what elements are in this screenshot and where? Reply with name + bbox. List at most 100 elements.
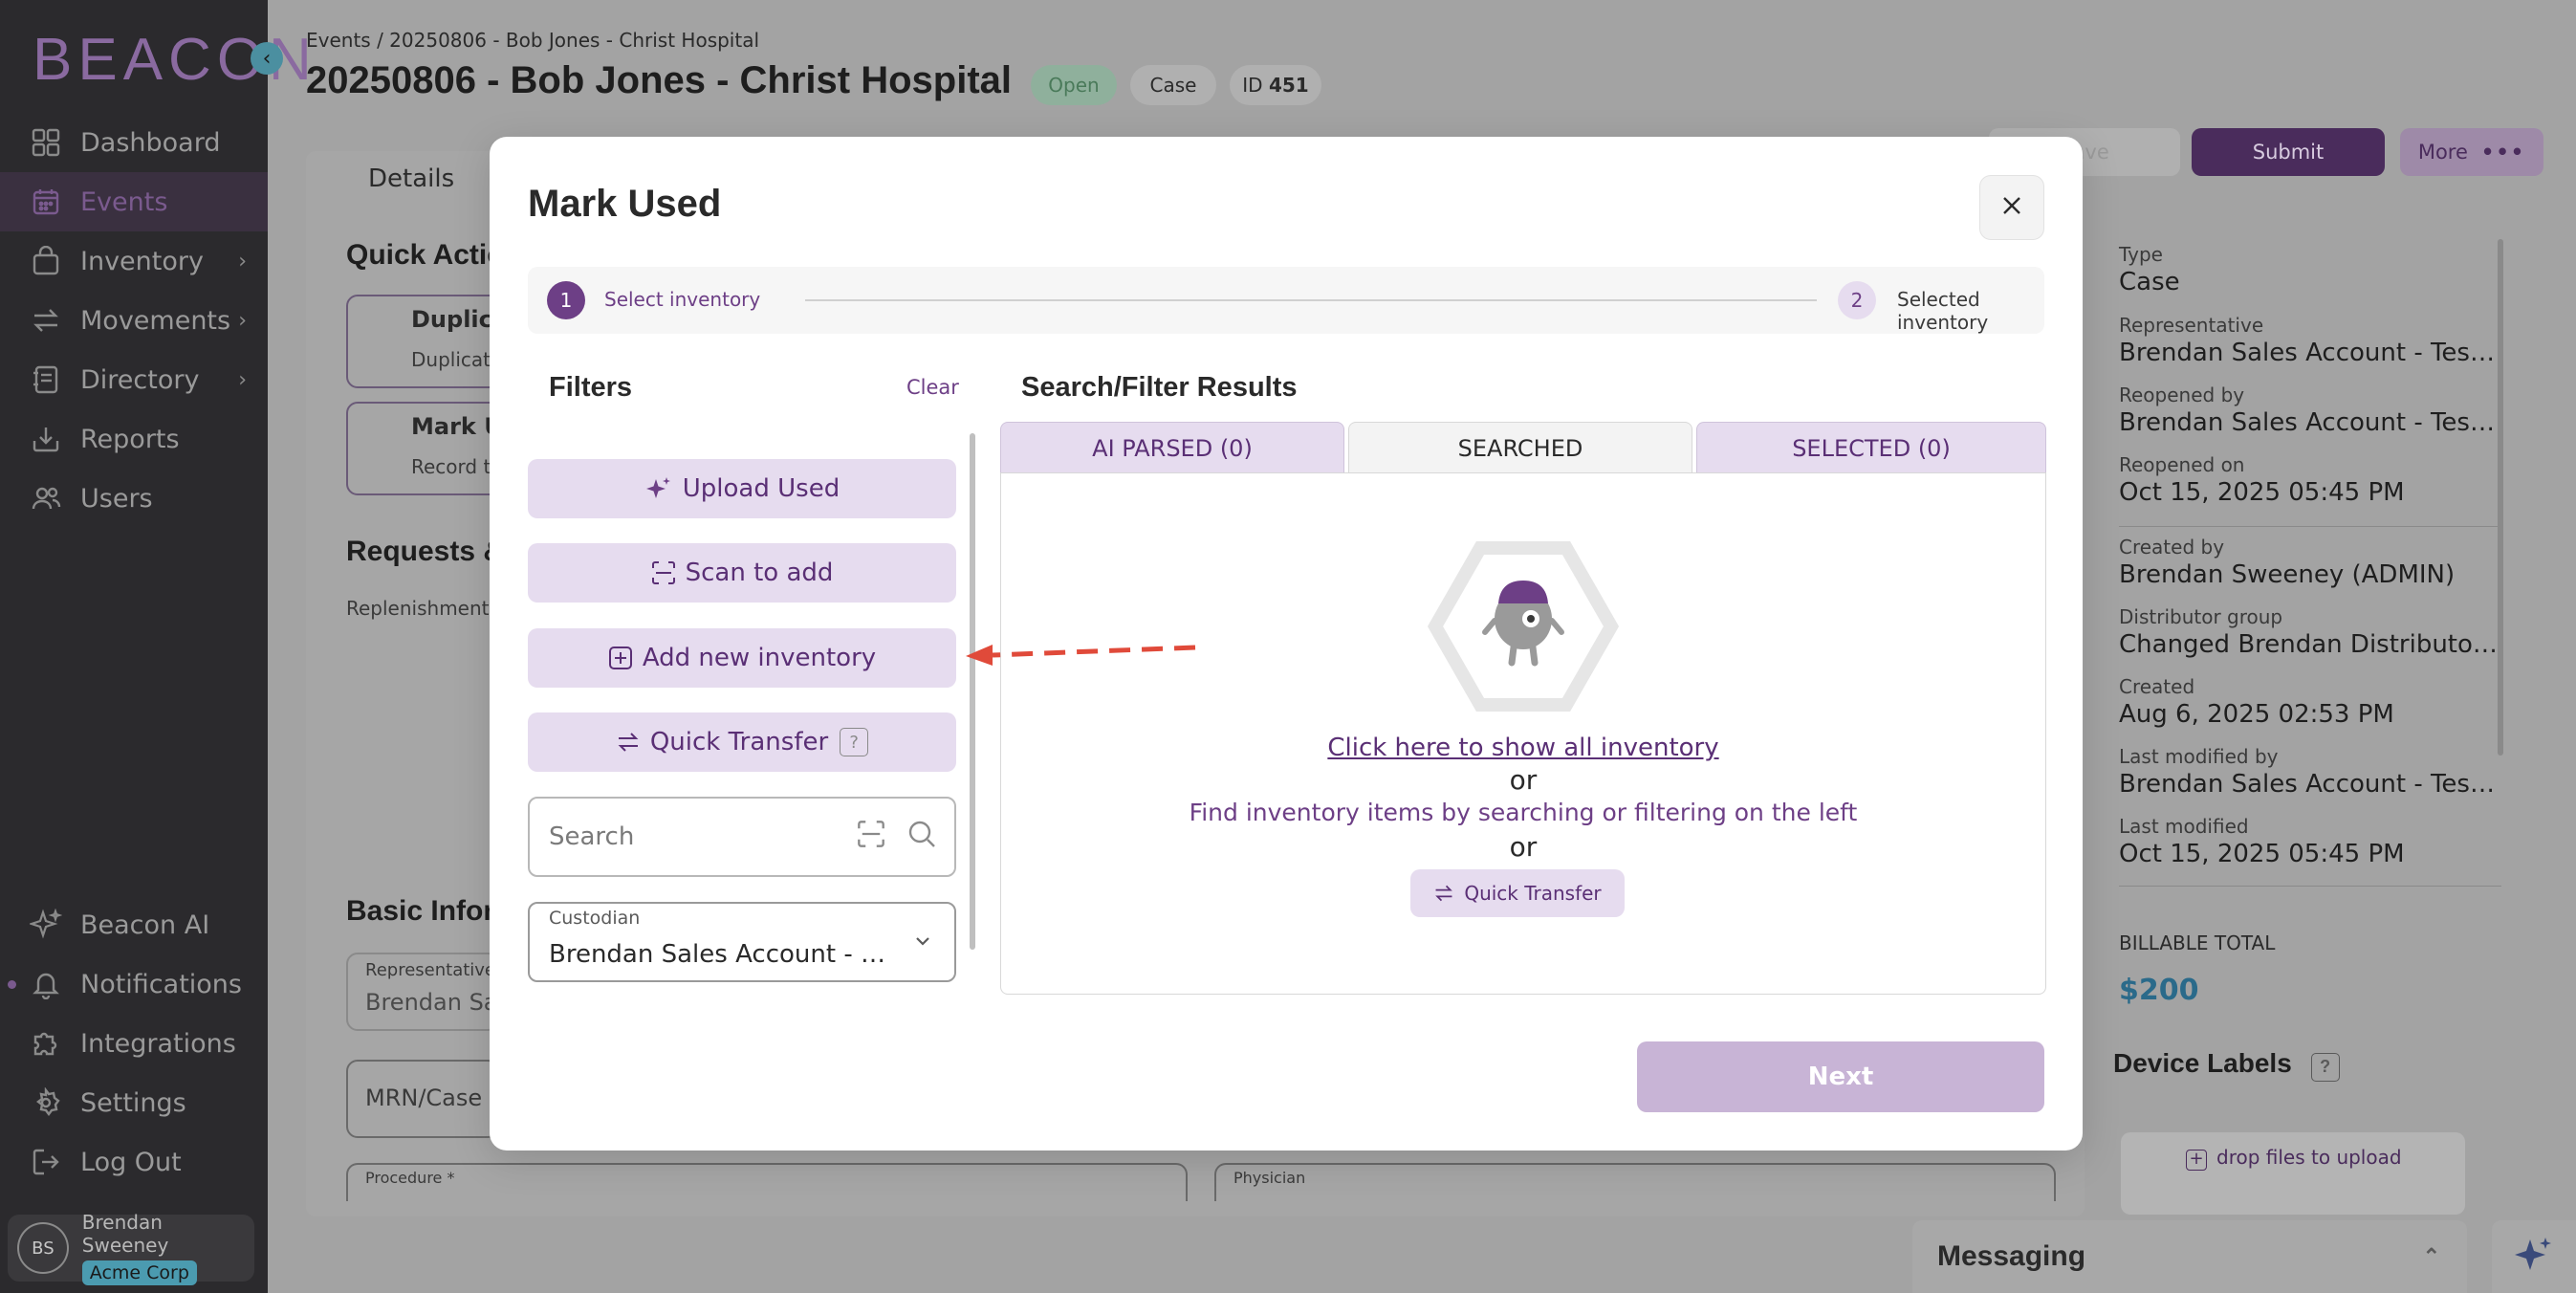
or-text: or [1509,764,1538,796]
tab-selected[interactable]: SELECTED (0) [1696,422,2046,473]
tab-ai-parsed[interactable]: AI PARSED (0) [1000,422,1344,473]
more-button[interactable]: More ••• [2400,128,2543,176]
sidebar-item-notifications[interactable]: Notifications [0,954,268,1014]
org-badge: Acme Corp [81,1260,197,1285]
page-title: 20250806 - Bob Jones - Christ Hospital [306,59,1013,101]
search-placeholder: Search [549,822,635,851]
messaging-panel[interactable]: Messaging ⌃ [1912,1220,2467,1293]
sidebar-item-inventory[interactable]: Inventory › [0,231,268,291]
device-labels-title: Device Labels [2113,1048,2292,1078]
sidebar-item-dashboard[interactable]: Dashboard [0,113,268,172]
tab-details[interactable]: Details [368,164,455,193]
ai-assistant-button[interactable] [2492,1220,2576,1293]
sidebar-item-settings[interactable]: Settings [0,1073,268,1132]
sidebar-item-directory[interactable]: Directory › [0,350,268,409]
sidebar: BEACON Dashboard Events Inventory › Move… [0,0,312,1293]
gear-icon [29,1085,63,1120]
field-label: Created [2119,675,2195,698]
type-badge: Case [1130,65,1216,105]
sidebar-item-movements[interactable]: Movements › [0,291,268,350]
quick-transfer-secondary-button[interactable]: Quick Transfer [1410,869,1625,917]
add-new-inventory-label: Add new inventory [642,644,877,672]
add-new-inventory-button[interactable]: Add new inventory [528,628,956,688]
field-label: Last modified by [2119,745,2279,768]
upload-dropzone[interactable] [2121,1132,2465,1215]
sidebar-item-label: Reports [80,424,180,454]
filters-scrollbar[interactable] [970,433,975,950]
annotation-arrow [966,645,1196,666]
sidebar-item-label: Dashboard [80,127,221,158]
field-label: Distributor group [2119,605,2283,628]
mark-used-title: Mark U [411,413,503,440]
directory-icon [29,362,63,397]
scan-to-add-button[interactable]: Scan to add [528,543,956,603]
search-input[interactable]: Search [528,797,956,877]
reports-icon [29,422,63,456]
sidebar-item-events[interactable]: Events [0,172,268,231]
submit-button[interactable]: Submit [2192,128,2385,176]
sidebar-item-label: Movements [80,305,231,336]
field-value: Changed Brendan Distributor S... [2119,630,2501,659]
stepper: 1 Select inventory 2 Selected inventory [528,267,2044,334]
puzzle-icon [29,1026,63,1061]
next-button[interactable]: Next [1637,1041,2044,1112]
results-heading: Search/Filter Results [1021,372,1298,403]
sidebar-item-users[interactable]: Users [0,469,268,528]
step-2-label: Selected inventory [1897,288,1989,334]
representative-label: Representative [365,960,496,980]
sidebar-item-integrations[interactable]: Integrations [0,1014,268,1073]
breadcrumb[interactable]: Events / 20250806 - Bob Jones - Christ H… [306,29,760,52]
chevron-right-icon: › [238,367,247,392]
user-card[interactable]: BS Brendan Sweeney Acme Corp [8,1211,254,1285]
sidebar-item-label: Users [80,483,153,514]
field-label: Reopened on [2119,453,2245,476]
field-value: Brendan Sales Account - Testin... [2119,408,2501,437]
divider [2119,886,2501,887]
scan-icon[interactable] [857,820,885,855]
field-value: Brendan Sales Account - Testin... [2119,770,2501,799]
scan-to-add-label: Scan to add [685,559,834,587]
scan-icon [651,560,676,585]
replenishment-label: Replenishment R [346,597,509,620]
sidebar-item-label: Events [80,186,168,217]
chevron-right-icon: › [238,308,247,333]
collapse-sidebar-button[interactable]: ‹ [251,42,283,75]
user-name: Brendan Sweeney [81,1211,169,1257]
modal-title: Mark Used [528,183,722,225]
sidebar-item-label: Directory [80,364,200,395]
chevron-down-icon [912,931,933,955]
physician-label: Physician [1233,1169,1306,1187]
field-label: Reopened by [2119,384,2245,406]
quick-transfer-button[interactable]: Quick Transfer ? [528,712,956,772]
upload-used-button[interactable]: Upload Used [528,459,956,518]
procedure-field[interactable] [346,1163,1188,1201]
requests-heading: Requests & [346,536,505,567]
field-value: Aug 6, 2025 02:53 PM [2119,700,2394,729]
chevron-up-icon[interactable]: ⌃ [2422,1244,2440,1268]
custodian-label: Custodian [549,908,641,929]
help-icon[interactable]: ? [840,728,869,756]
physician-field[interactable] [1214,1163,2056,1201]
sidebar-item-beacon-ai[interactable]: Beacon AI [0,895,268,954]
sidebar-item-logout[interactable]: Log Out [0,1132,268,1192]
show-all-inventory-link[interactable]: Click here to show all inventory [1327,734,1719,762]
help-icon[interactable]: ? [2310,1052,2340,1082]
upload-used-label: Upload Used [682,474,840,503]
search-icon[interactable] [906,819,937,856]
tab-searched[interactable]: SEARCHED [1348,422,1692,473]
step-1-number: 1 [547,281,585,319]
close-button[interactable] [1979,175,2044,240]
field-value: Case [2119,268,2180,296]
sparkle-icon [644,474,673,503]
messaging-title: Messaging [1937,1240,2086,1272]
custodian-select[interactable]: Custodian Brendan Sales Account - Tes... [528,902,956,982]
drop-files-label: + drop files to upload [2186,1146,2402,1171]
unread-dot [8,979,16,989]
procedure-label: Procedure * [365,1169,455,1187]
field-value: Brendan Sales Account - Testing [2119,339,2501,367]
sidebar-item-label: Inventory [80,246,204,276]
panel-scrollbar[interactable] [2498,239,2503,756]
clear-filters-link[interactable]: Clear [906,376,959,399]
field-value: Brendan Sweeney (ADMIN) [2119,560,2456,589]
sidebar-item-reports[interactable]: Reports [0,409,268,469]
